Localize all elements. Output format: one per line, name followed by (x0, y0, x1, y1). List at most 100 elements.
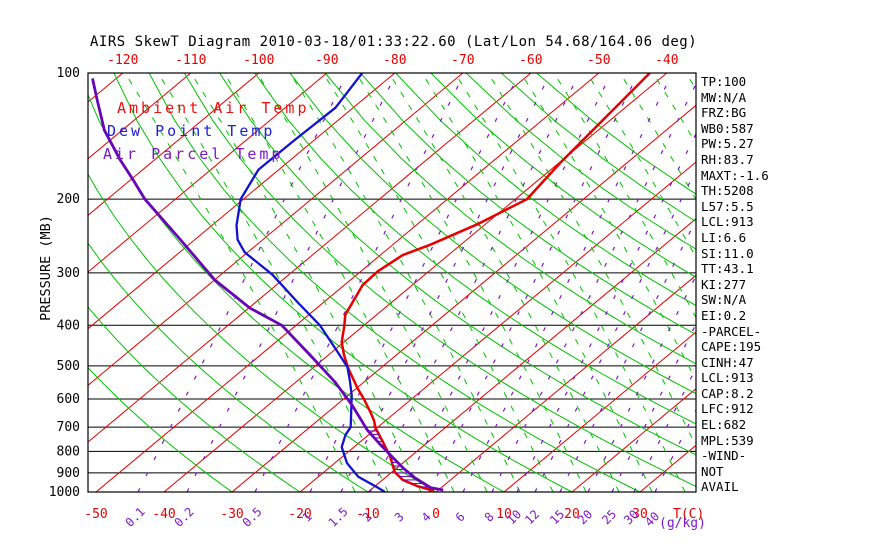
top-axis-tick-label: -70 (451, 53, 474, 68)
moist-adiabat-line (818, 73, 870, 492)
stat-line: EI:0.2 (701, 307, 747, 323)
mixing-ratio-line (491, 82, 696, 492)
isotherm-line (367, 218, 696, 492)
isotherm-line (95, 73, 600, 492)
dry-adiabat-line (88, 173, 437, 492)
stat-line: CAP:8.2 (701, 385, 754, 401)
stat-line: NOT (701, 463, 724, 479)
stat-line: LI:6.6 (701, 229, 747, 245)
stats-panel: TP:100 MW:N/A FRZ:BG WB0:587 PW:5.27 RH:83.7 M… (701, 74, 769, 495)
mixing-ratio-line (137, 73, 349, 492)
stat-line: MAXT:-1.6 (701, 167, 769, 183)
stat-line: TH:5208 (701, 183, 754, 199)
stat-line: AVAIL (701, 479, 739, 495)
mixing-ratio-tick-label: 8 (482, 510, 497, 525)
stat-line: WB0:587 (701, 120, 754, 136)
stat-line: L57:5.5 (701, 198, 754, 214)
moist-adiabat-line (223, 73, 455, 492)
legend-item: Air Parcel Temp (103, 145, 284, 163)
moist-adiabat-line (190, 73, 422, 492)
legend-item: Dew Point Temp (107, 122, 276, 140)
mixing-ratio-line (559, 218, 696, 492)
moist-adiabat-line (289, 73, 521, 492)
dew-point-temp-curve (235, 73, 386, 492)
pressure-tick-label: 400 (57, 318, 80, 333)
isotherm-line (299, 161, 696, 492)
mixing-ratio-tick-label: 12 (522, 507, 542, 527)
moist-adiabat-line (487, 73, 696, 448)
dry-adiabat-line (465, 73, 696, 250)
moist-adiabat-line (157, 73, 389, 492)
pressure-tick-label: 600 (57, 392, 80, 407)
stat-line: EL:682 (701, 417, 747, 433)
dry-adiabat-line (254, 73, 696, 425)
moist-adiabat-line (454, 73, 686, 492)
dry-adiabat-line (430, 73, 696, 278)
mixing-ratio-line (516, 132, 696, 492)
dry-adiabat-line (88, 242, 369, 492)
moist-adiabat-line (256, 73, 488, 492)
mixing-ratio-line (587, 274, 696, 492)
moist-adiabat-line (619, 73, 696, 201)
moist-adiabat-line (355, 73, 587, 492)
top-axis-tick-label: -80 (383, 53, 406, 68)
bottom-axis-tick-label: 0 (432, 507, 440, 522)
pressure-tick-label: 300 (57, 266, 80, 281)
mixing-ratio-line (428, 73, 640, 492)
air-parcel-temp-curve (91, 78, 444, 492)
top-axis-tick-label: -100 (243, 53, 274, 68)
stat-line: KI:277 (701, 276, 747, 292)
stat-line: FRZ:BG (701, 105, 747, 121)
grid-layer (88, 73, 870, 492)
moist-adiabat-line (752, 73, 870, 492)
temp-axis-unit-label: T(C) (673, 507, 704, 522)
isotherm-line (435, 274, 696, 492)
plot-border (87, 72, 697, 493)
dry-adiabat-line (113, 73, 573, 492)
dry-adiabat-line (148, 73, 641, 492)
mixing-ratio-tick-label: 25 (599, 507, 619, 527)
stat-line: TP:100 (701, 74, 747, 89)
dry-adiabat-line (219, 73, 696, 456)
isotherm-line (231, 104, 696, 492)
stat-line: LCL:913 (701, 370, 754, 386)
stat-line: LCL:913 (701, 214, 754, 230)
moist-adiabat-line (652, 73, 696, 145)
dry-adiabat-line (88, 366, 233, 492)
bottom-axis-tick-label: 20 (564, 507, 580, 522)
top-axis-tick-label: -50 (587, 53, 610, 68)
mixing-ratio-tick-label: 1.5 (326, 505, 351, 530)
stat-line: SW:N/A (701, 292, 747, 308)
isotherm-line (88, 73, 464, 386)
stat-line: TT:43.1 (701, 261, 754, 277)
top-axis-tick-label: -40 (655, 53, 678, 68)
stat-line: CAPE:195 (701, 339, 762, 355)
dry-adiabat-line (88, 93, 505, 492)
top-axis-tick-label: -90 (315, 53, 338, 68)
mixing-ratio-tick-label: 6 (453, 510, 468, 525)
bottom-axis-tick-label: -30 (220, 507, 243, 522)
moist-adiabat-line (388, 73, 620, 492)
mixing-axis-unit-label: (g/kg) (659, 516, 706, 531)
dry-adiabat-line (500, 73, 696, 222)
dry-adiabat-line (88, 306, 301, 492)
pressure-tick-label: 100 (57, 66, 80, 81)
top-axis-tick-label: -60 (519, 53, 542, 68)
mixing-ratio-line (534, 168, 696, 492)
mixing-ratio-line (462, 73, 674, 492)
top-axis-tick-label: -120 (107, 53, 138, 68)
pressure-tick-label: 900 (57, 466, 80, 481)
top-axis-tick-label: -110 (175, 53, 206, 68)
mixing-ratio-line (186, 73, 398, 492)
mixing-ratio-line (401, 73, 613, 492)
chart-title: AIRS SkewT Diagram 2010-03-18/01:33:22.6… (90, 34, 698, 50)
stat-line: SI:11.0 (701, 245, 754, 261)
stat-line: PW:5.27 (701, 136, 754, 152)
mixing-ratio-line (254, 73, 466, 492)
bottom-axis-tick-label: -20 (288, 507, 311, 522)
moist-adiabat-line (785, 73, 870, 492)
mixing-ratio-tick-label: 3 (392, 510, 407, 525)
mixing-ratio-tick-label: 0.1 (123, 505, 148, 530)
isotherm-line (571, 388, 696, 492)
